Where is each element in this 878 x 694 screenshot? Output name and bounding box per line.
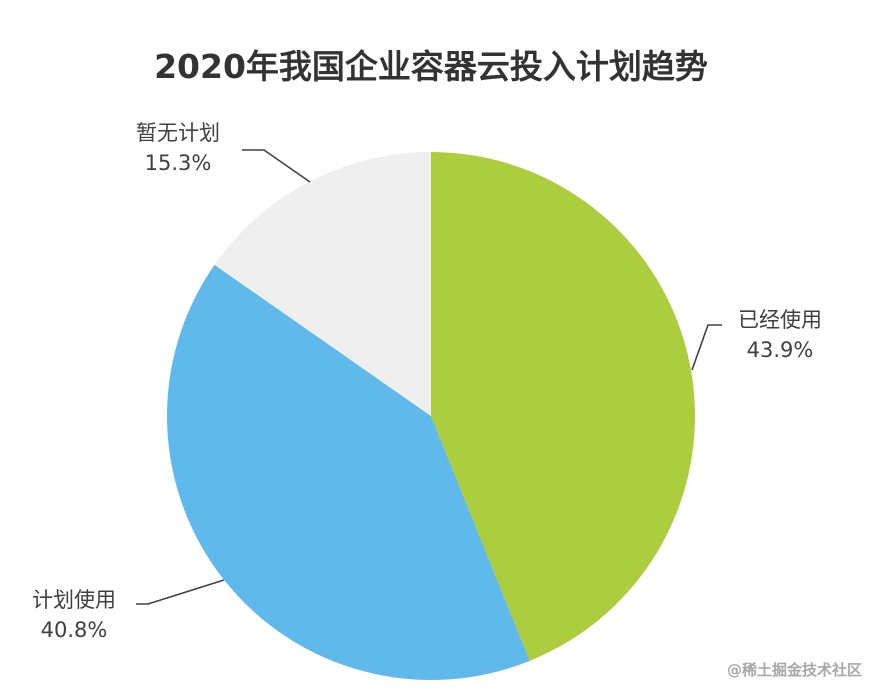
slice-label-planned: 计划使用 40.8% — [14, 585, 134, 645]
slice-name-used: 已经使用 — [738, 308, 822, 332]
slice-value-used: 43.9% — [746, 338, 814, 362]
watermark: @稀土掘金技术社区 — [726, 661, 862, 679]
slice-name-planned: 计划使用 — [32, 588, 116, 612]
slice-value-planned: 40.8% — [40, 618, 108, 642]
slice-used — [431, 152, 696, 661]
slice-label-no-plan: 暂无计划 15.3% — [118, 118, 238, 178]
slice-no-plan — [214, 152, 431, 416]
slice-planned — [166, 264, 530, 681]
leader-line-used — [691, 324, 722, 371]
leader-line-no-plan — [242, 149, 311, 183]
slice-label-used: 已经使用 43.9% — [720, 305, 840, 365]
slice-name-no-plan: 暂无计划 — [136, 121, 220, 145]
leader-line-planned — [136, 579, 225, 605]
chart-title: 2020年我国企业容器云投入计划趋势 — [154, 47, 708, 86]
slice-value-no-plan: 15.3% — [144, 151, 212, 175]
